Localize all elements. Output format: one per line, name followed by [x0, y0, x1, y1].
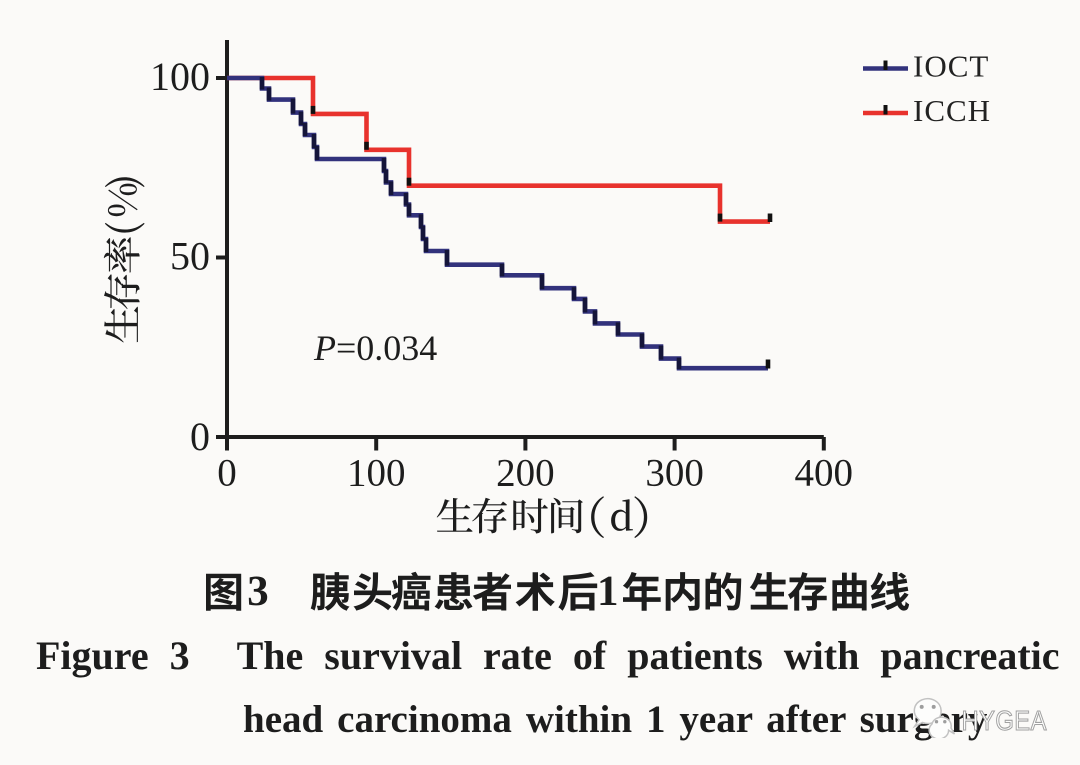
svg-text:ICCH: ICCH: [913, 93, 991, 128]
svg-text:0: 0: [217, 452, 237, 495]
svg-text:IOCT: IOCT: [913, 49, 989, 84]
svg-text:400: 400: [795, 452, 854, 495]
svg-text:200: 200: [496, 452, 555, 495]
svg-text:100: 100: [150, 54, 210, 99]
svg-text:P=0.034: P=0.034: [313, 328, 437, 368]
svg-text:100: 100: [347, 452, 406, 495]
svg-text:0: 0: [190, 414, 210, 459]
svg-text:300: 300: [645, 452, 704, 495]
svg-text:50: 50: [170, 234, 210, 279]
svg-text:HYGEA: HYGEA: [962, 704, 1048, 736]
